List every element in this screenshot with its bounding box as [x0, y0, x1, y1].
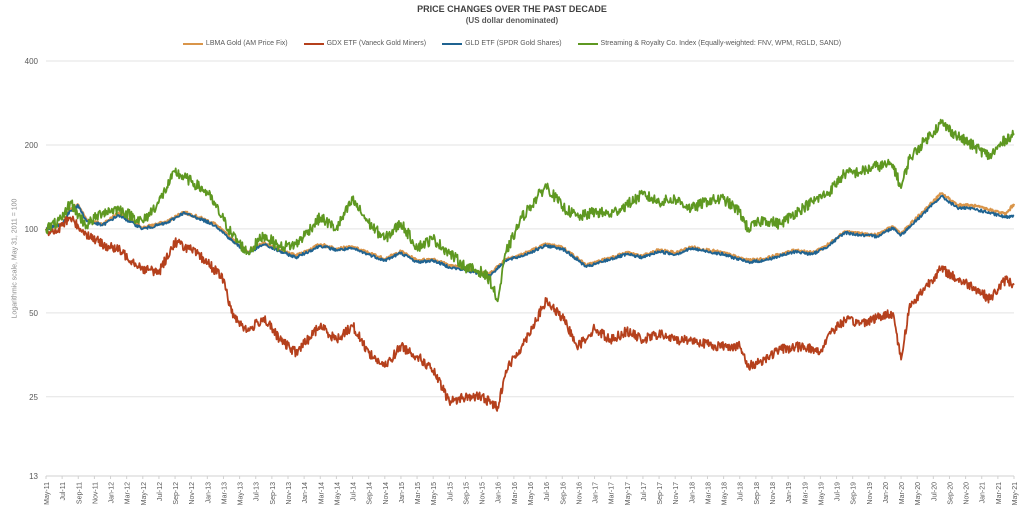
legend-item-lbma-gold: LBMA Gold (AM Price Fix) [182, 40, 288, 47]
legend-item-streaming-royalty: Streaming & Royalty Co. Index (Equally-w… [577, 40, 842, 47]
legend-label-lbma-gold: LBMA Gold (AM Price Fix) [205, 40, 288, 47]
x-tick-label: Nov-15 [480, 482, 487, 505]
x-tick-label: Nov-11 [92, 482, 99, 504]
legend-label-gdx-etf: GDX ETF (Vaneck Gold Miners) [326, 40, 427, 47]
x-tick-label: Sep-15 [463, 482, 470, 505]
series-line-gld-etf [45, 194, 1015, 278]
x-tick-label: Jul-18 [738, 482, 745, 501]
series-line-gdx-etf [45, 215, 1015, 412]
x-tick-label: Mar-18 [705, 482, 712, 504]
x-tick-label: May-16 [528, 482, 535, 505]
x-tick-label: Nov-13 [286, 482, 293, 505]
y-tick-label: 13 [29, 472, 38, 481]
x-tick-label: Sep-11 [76, 482, 83, 504]
x-tick-label: May-21 [1012, 482, 1019, 505]
x-tick-label: Sep-18 [754, 482, 761, 505]
x-tick-label: May-14 [334, 482, 341, 505]
x-tick-label: Mar-21 [996, 482, 1003, 504]
series-line-streaming-royalty [45, 118, 1015, 303]
x-tick-label: Mar-13 [221, 482, 228, 504]
chart-legend: LBMA Gold (AM Price Fix) GDX ETF (Vaneck… [0, 40, 1024, 47]
x-tick-label: Jul-17 [641, 482, 648, 501]
x-tick-label: May-20 [915, 482, 922, 505]
y-tick-label: 25 [29, 393, 38, 402]
x-tick-label: Sep-14 [367, 482, 374, 505]
x-tick-label: Sep-12 [173, 482, 180, 505]
x-tick-label: Jan-16 [496, 482, 503, 504]
x-tick-label: May-12 [141, 482, 148, 505]
x-tick-label: May-17 [625, 482, 632, 505]
x-tick-label: Jan-17 [593, 482, 600, 504]
x-tick-label: Sep-13 [270, 482, 277, 505]
x-tick-label: Mar-17 [609, 482, 616, 504]
x-tick-label: Jan-19 [786, 482, 793, 504]
x-tick-label: Nov-16 [576, 482, 583, 505]
x-tick-label: Mar-14 [318, 482, 325, 504]
x-tick-label: May-19 [818, 482, 825, 505]
x-tick-label: Jul-12 [157, 482, 164, 501]
x-tick-label: Jan-14 [302, 482, 309, 504]
x-tick-label: Jul-16 [544, 482, 551, 501]
x-tick-label: Jul-19 [835, 482, 842, 501]
x-tick-label: Nov-14 [383, 482, 390, 505]
legend-label-streaming-royalty: Streaming & Royalty Co. Index (Equally-w… [600, 40, 842, 47]
y-tick-label: 200 [25, 141, 39, 150]
legend-item-gdx-etf: GDX ETF (Vaneck Gold Miners) [303, 40, 427, 47]
x-tick-label: Mar-12 [125, 482, 132, 504]
x-tick-label: Mar-15 [415, 482, 422, 504]
x-tick-label: Nov-19 [867, 482, 874, 505]
x-tick-label: Jul-15 [447, 482, 454, 501]
y-tick-label: 400 [25, 57, 39, 66]
x-tick-label: Sep-20 [947, 482, 954, 505]
x-tick-label: Jan-12 [109, 482, 116, 504]
x-tick-label: Jul-11 [60, 482, 67, 501]
x-tick-label: May-18 [722, 482, 729, 505]
x-tick-label: Jan-21 [980, 482, 987, 504]
x-tick-label: Jan-15 [399, 482, 406, 504]
x-tick-label: Jul-14 [351, 482, 358, 501]
x-tick-label: Nov-12 [189, 482, 196, 505]
x-tick-label: Jul-20 [931, 482, 938, 501]
x-tick-label: Mar-20 [899, 482, 906, 504]
x-tick-label: May-11 [44, 482, 51, 505]
legend-item-gld-etf: GLD ETF (SPDR Gold Shares) [442, 40, 562, 47]
x-tick-label: Jan-20 [883, 482, 890, 504]
x-tick-label: Sep-17 [657, 482, 664, 505]
legend-swatch-lbma-gold [182, 42, 203, 45]
chart-subtitle: (US dollar denominated) [465, 16, 559, 25]
x-tick-label: May-13 [238, 482, 245, 505]
x-tick-label: Nov-17 [673, 482, 680, 505]
x-tick-label: Jan-13 [205, 482, 212, 504]
x-tick-label: Mar-16 [512, 482, 519, 504]
legend-swatch-streaming-royalty [577, 42, 598, 45]
series-line-lbma-gold [45, 192, 1016, 276]
x-tick-label: May-15 [431, 482, 438, 505]
y-tick-label: 100 [25, 225, 39, 234]
x-tick-label: Sep-16 [560, 482, 567, 505]
legend-label-gld-etf: GLD ETF (SPDR Gold Shares) [465, 40, 562, 47]
chart-title: PRICE CHANGES OVER THE PAST DECADE [417, 4, 607, 14]
x-tick-label: Nov-18 [770, 482, 777, 505]
y-tick-label: 50 [29, 309, 38, 318]
x-tick-label: Sep-19 [851, 482, 858, 505]
legend-swatch-gld-etf [442, 42, 463, 45]
x-tick-label: Jan-18 [689, 482, 696, 504]
legend-swatch-gdx-etf [303, 42, 324, 45]
x-tick-label: Jul-13 [254, 482, 261, 501]
x-tick-label: Mar-19 [802, 482, 809, 504]
x-tick-label: Nov-20 [964, 482, 971, 505]
